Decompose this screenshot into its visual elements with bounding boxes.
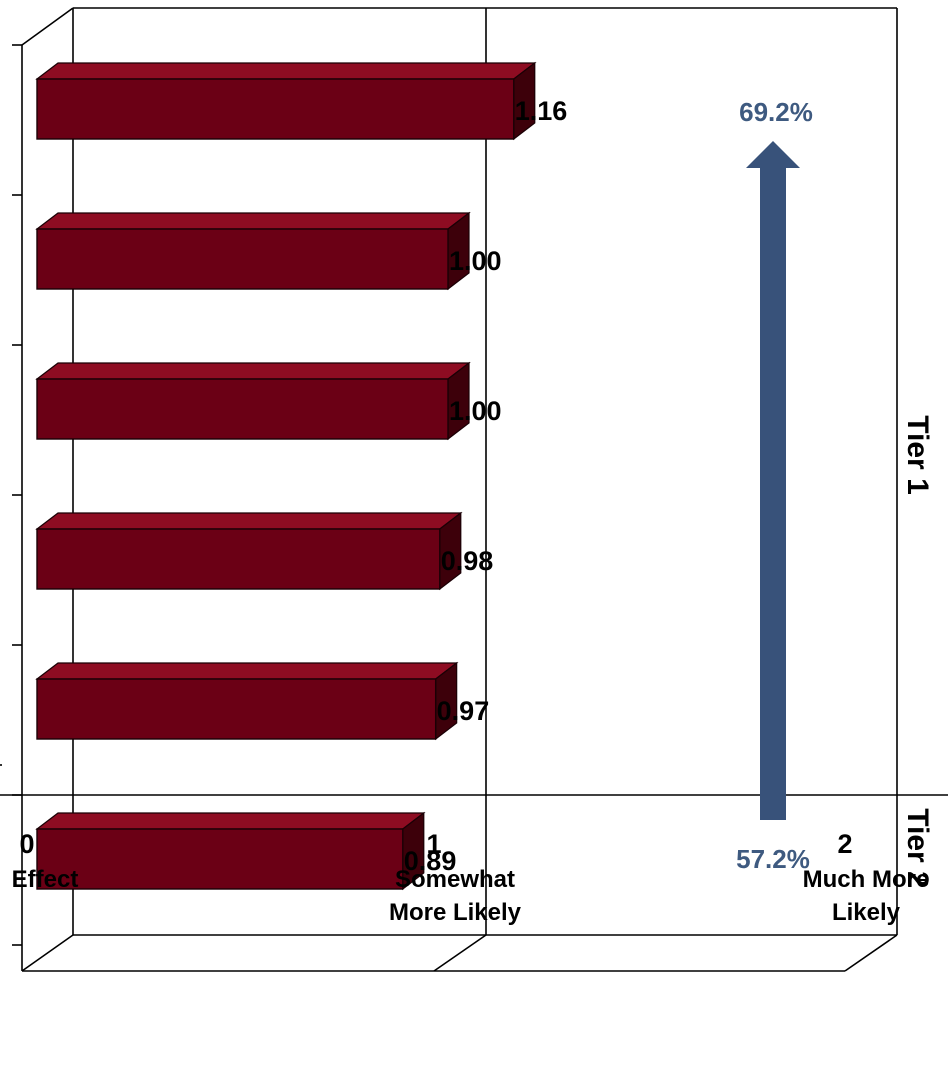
x-tick-number: 2 bbox=[837, 829, 852, 859]
annotation-top-percent: 69.2% bbox=[739, 97, 813, 127]
bar-top-face bbox=[35, 62, 537, 80]
floor-gridline-1 bbox=[433, 934, 487, 972]
x-axis: 0 Effect 1 Somewhat More Likely 2 Much More Lik… bbox=[12, 829, 930, 926]
bar-top-face bbox=[35, 662, 459, 680]
bars-group: 1.16 1.00 1.00 0.98 0.97 0.89 bbox=[35, 61, 568, 891]
trend-arrow bbox=[746, 141, 800, 820]
bar-top-face bbox=[35, 362, 471, 380]
bar-top-face bbox=[35, 212, 471, 230]
bar-front-face bbox=[36, 228, 449, 290]
tier-1-label: Tier 1 bbox=[901, 415, 934, 495]
x-tick-label: Likely bbox=[832, 899, 901, 926]
bar bbox=[35, 811, 426, 891]
bar-top-face bbox=[35, 812, 426, 830]
bar bbox=[35, 511, 463, 591]
bar bbox=[35, 211, 471, 291]
tier-2-label: Tier 2 bbox=[901, 808, 934, 888]
bar-value-label: 0.98 bbox=[441, 546, 494, 576]
x-tick-number: 1 bbox=[426, 829, 441, 859]
bar-value-label: 1.16 bbox=[515, 96, 568, 126]
bar-top-face bbox=[35, 512, 463, 530]
bar-front-face bbox=[36, 528, 441, 590]
x-tick-label: More Likely bbox=[389, 899, 522, 926]
bar-value-label: 0.97 bbox=[437, 696, 490, 726]
bar-front-face bbox=[36, 828, 404, 890]
floor-right-edge bbox=[844, 934, 898, 972]
bar-front-face bbox=[36, 678, 437, 740]
up-arrow-icon bbox=[746, 141, 800, 820]
bar-value-label: 1.00 bbox=[449, 246, 502, 276]
x-tick-label: Somewhat bbox=[395, 866, 515, 893]
floor-left-edge bbox=[21, 934, 74, 972]
bar-value-label: 0.89 bbox=[404, 846, 457, 876]
bar bbox=[35, 361, 471, 441]
bar-front-face bbox=[36, 78, 515, 140]
chart-frame bbox=[0, 7, 948, 972]
bar bbox=[35, 661, 459, 741]
x-tick-label: Much More bbox=[803, 866, 930, 893]
bar-value-label: 1.00 bbox=[449, 396, 502, 426]
back-left-top-edge bbox=[21, 7, 74, 46]
bar-front-face bbox=[36, 378, 449, 440]
annotation-bottom-percent: 57.2% bbox=[736, 844, 810, 874]
bar bbox=[35, 61, 537, 141]
x-tick-number: 0 bbox=[19, 829, 34, 859]
x-tick-label: Effect bbox=[12, 866, 79, 893]
